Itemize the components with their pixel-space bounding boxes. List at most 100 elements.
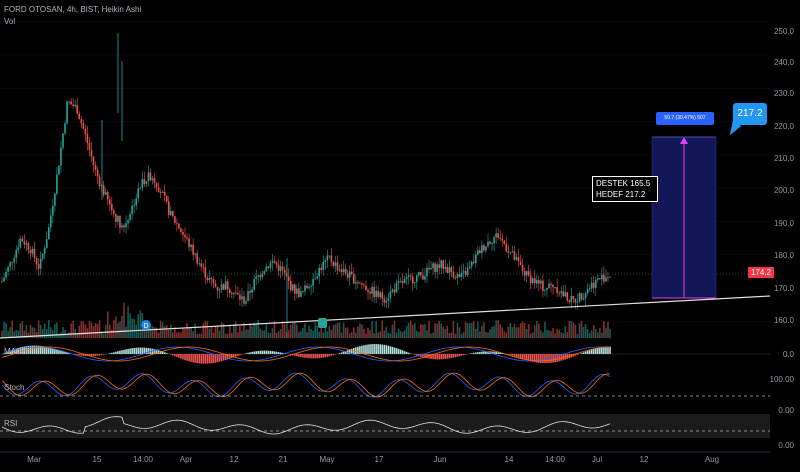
- macd-histogram-bar: [324, 354, 327, 358]
- macd-histogram-bar: [212, 354, 215, 364]
- candle-body: [222, 284, 225, 290]
- macd-histogram-bar: [572, 354, 575, 357]
- volume-bar: [271, 328, 274, 338]
- macd-histogram-bar: [391, 346, 394, 354]
- candle-body: [269, 262, 272, 269]
- macd-histogram-bar: [540, 354, 542, 363]
- volume-bar: [214, 326, 217, 338]
- volume-bar: [235, 321, 237, 338]
- symbol-title[interactable]: FORD OTOSAN, 4h, BIST, Heikin Ashi: [4, 5, 142, 14]
- macd-histogram-bar: [214, 354, 217, 363]
- time-tick: Mar: [27, 455, 41, 464]
- candle-body: [137, 188, 140, 199]
- macd-histogram-bar: [424, 354, 426, 358]
- volume-bar: [249, 323, 251, 338]
- volume-bar: [357, 326, 359, 338]
- macd-histogram-bar: [261, 350, 264, 354]
- target-callout[interactable]: 217.2: [733, 103, 767, 125]
- candle-body: [198, 263, 201, 265]
- candle-body: [576, 301, 579, 303]
- volume-bar: [432, 332, 434, 338]
- dividend-marker-icon[interactable]: [318, 318, 327, 328]
- candle-body: [464, 271, 467, 275]
- macd-histogram-bar: [552, 354, 554, 363]
- macd-histogram-bar: [308, 354, 310, 359]
- candle-body: [123, 225, 125, 228]
- volume-label[interactable]: Vol: [4, 17, 16, 26]
- candle-body: [525, 271, 528, 276]
- candle-body: [535, 280, 538, 284]
- support-target-note[interactable]: DESTEK 165.5 HEDEF 217.2: [592, 176, 658, 202]
- candle-body: [192, 244, 194, 255]
- macd-label[interactable]: MACD: [4, 347, 28, 356]
- macd-histogram-bar: [245, 353, 247, 354]
- volume-bar: [383, 330, 386, 338]
- volume-bar: [314, 322, 316, 338]
- macd-histogram-bar: [340, 352, 343, 354]
- volume-bar: [94, 323, 97, 338]
- macd-histogram-bar: [43, 346, 46, 354]
- volume-bar: [560, 332, 562, 338]
- stoch-label[interactable]: Stoch: [4, 383, 25, 392]
- macd-histogram-bar: [458, 354, 461, 357]
- candle-body: [519, 261, 522, 266]
- macd-histogram-bar: [509, 354, 512, 356]
- candle-body: [52, 205, 54, 216]
- event-marker-icon[interactable]: [141, 320, 151, 330]
- macd-histogram-bar: [359, 346, 361, 354]
- candle-body: [308, 286, 310, 289]
- candle-body: [127, 219, 129, 224]
- candle-body: [218, 289, 221, 291]
- macd-histogram-bar: [570, 354, 573, 358]
- macd-histogram-bar: [515, 354, 518, 358]
- volume-bar: [241, 330, 243, 338]
- volume-bar: [456, 322, 459, 338]
- candle-body: [66, 101, 68, 124]
- volume-bar: [275, 333, 278, 338]
- volume-bar: [41, 328, 44, 338]
- volume-bar: [172, 332, 174, 338]
- volume-bar: [601, 332, 603, 338]
- volume-bar: [163, 326, 166, 338]
- macd-histogram-bar: [304, 354, 306, 358]
- macd-histogram-bar: [454, 354, 457, 358]
- macd-histogram-bar: [513, 354, 516, 357]
- volume-bar: [588, 333, 591, 338]
- candle-body: [153, 178, 156, 183]
- macd-histogram-bar: [369, 344, 371, 354]
- macd-histogram-bar: [375, 344, 377, 354]
- volume-bar: [348, 333, 351, 338]
- volume-bar: [184, 328, 186, 338]
- volume-bar: [308, 325, 310, 338]
- candle-body: [139, 187, 142, 189]
- candle-body: [159, 192, 162, 193]
- macd-histogram-bar: [395, 348, 398, 354]
- candle-body: [296, 288, 298, 294]
- volume-bar: [523, 323, 526, 338]
- candle-body: [352, 274, 355, 284]
- macd-histogram-bar: [194, 354, 196, 363]
- macd-histogram-bar: [381, 344, 384, 354]
- macd-histogram-bar: [562, 354, 565, 361]
- macd-histogram-bar: [481, 351, 483, 354]
- macd-histogram-bar: [401, 350, 404, 354]
- rsi-label[interactable]: RSI: [4, 419, 18, 428]
- candle-body: [350, 271, 353, 275]
- candle-body: [592, 282, 595, 288]
- macd-histogram-bar: [76, 354, 79, 355]
- candle-body: [15, 250, 18, 259]
- candle-body: [206, 277, 209, 281]
- candle-body: [507, 251, 510, 253]
- candle-body: [434, 263, 436, 272]
- macd-histogram-bar: [50, 347, 52, 354]
- candle-body: [135, 198, 138, 206]
- macd-histogram-bar: [129, 348, 131, 354]
- candle-body: [84, 128, 87, 134]
- volume-bar: [88, 321, 91, 338]
- candle-body: [599, 278, 601, 280]
- support-trendline[interactable]: [0, 295, 771, 339]
- macd-histogram-bar: [90, 354, 93, 357]
- macd-histogram-bar: [582, 352, 585, 354]
- candle-body: [90, 149, 93, 157]
